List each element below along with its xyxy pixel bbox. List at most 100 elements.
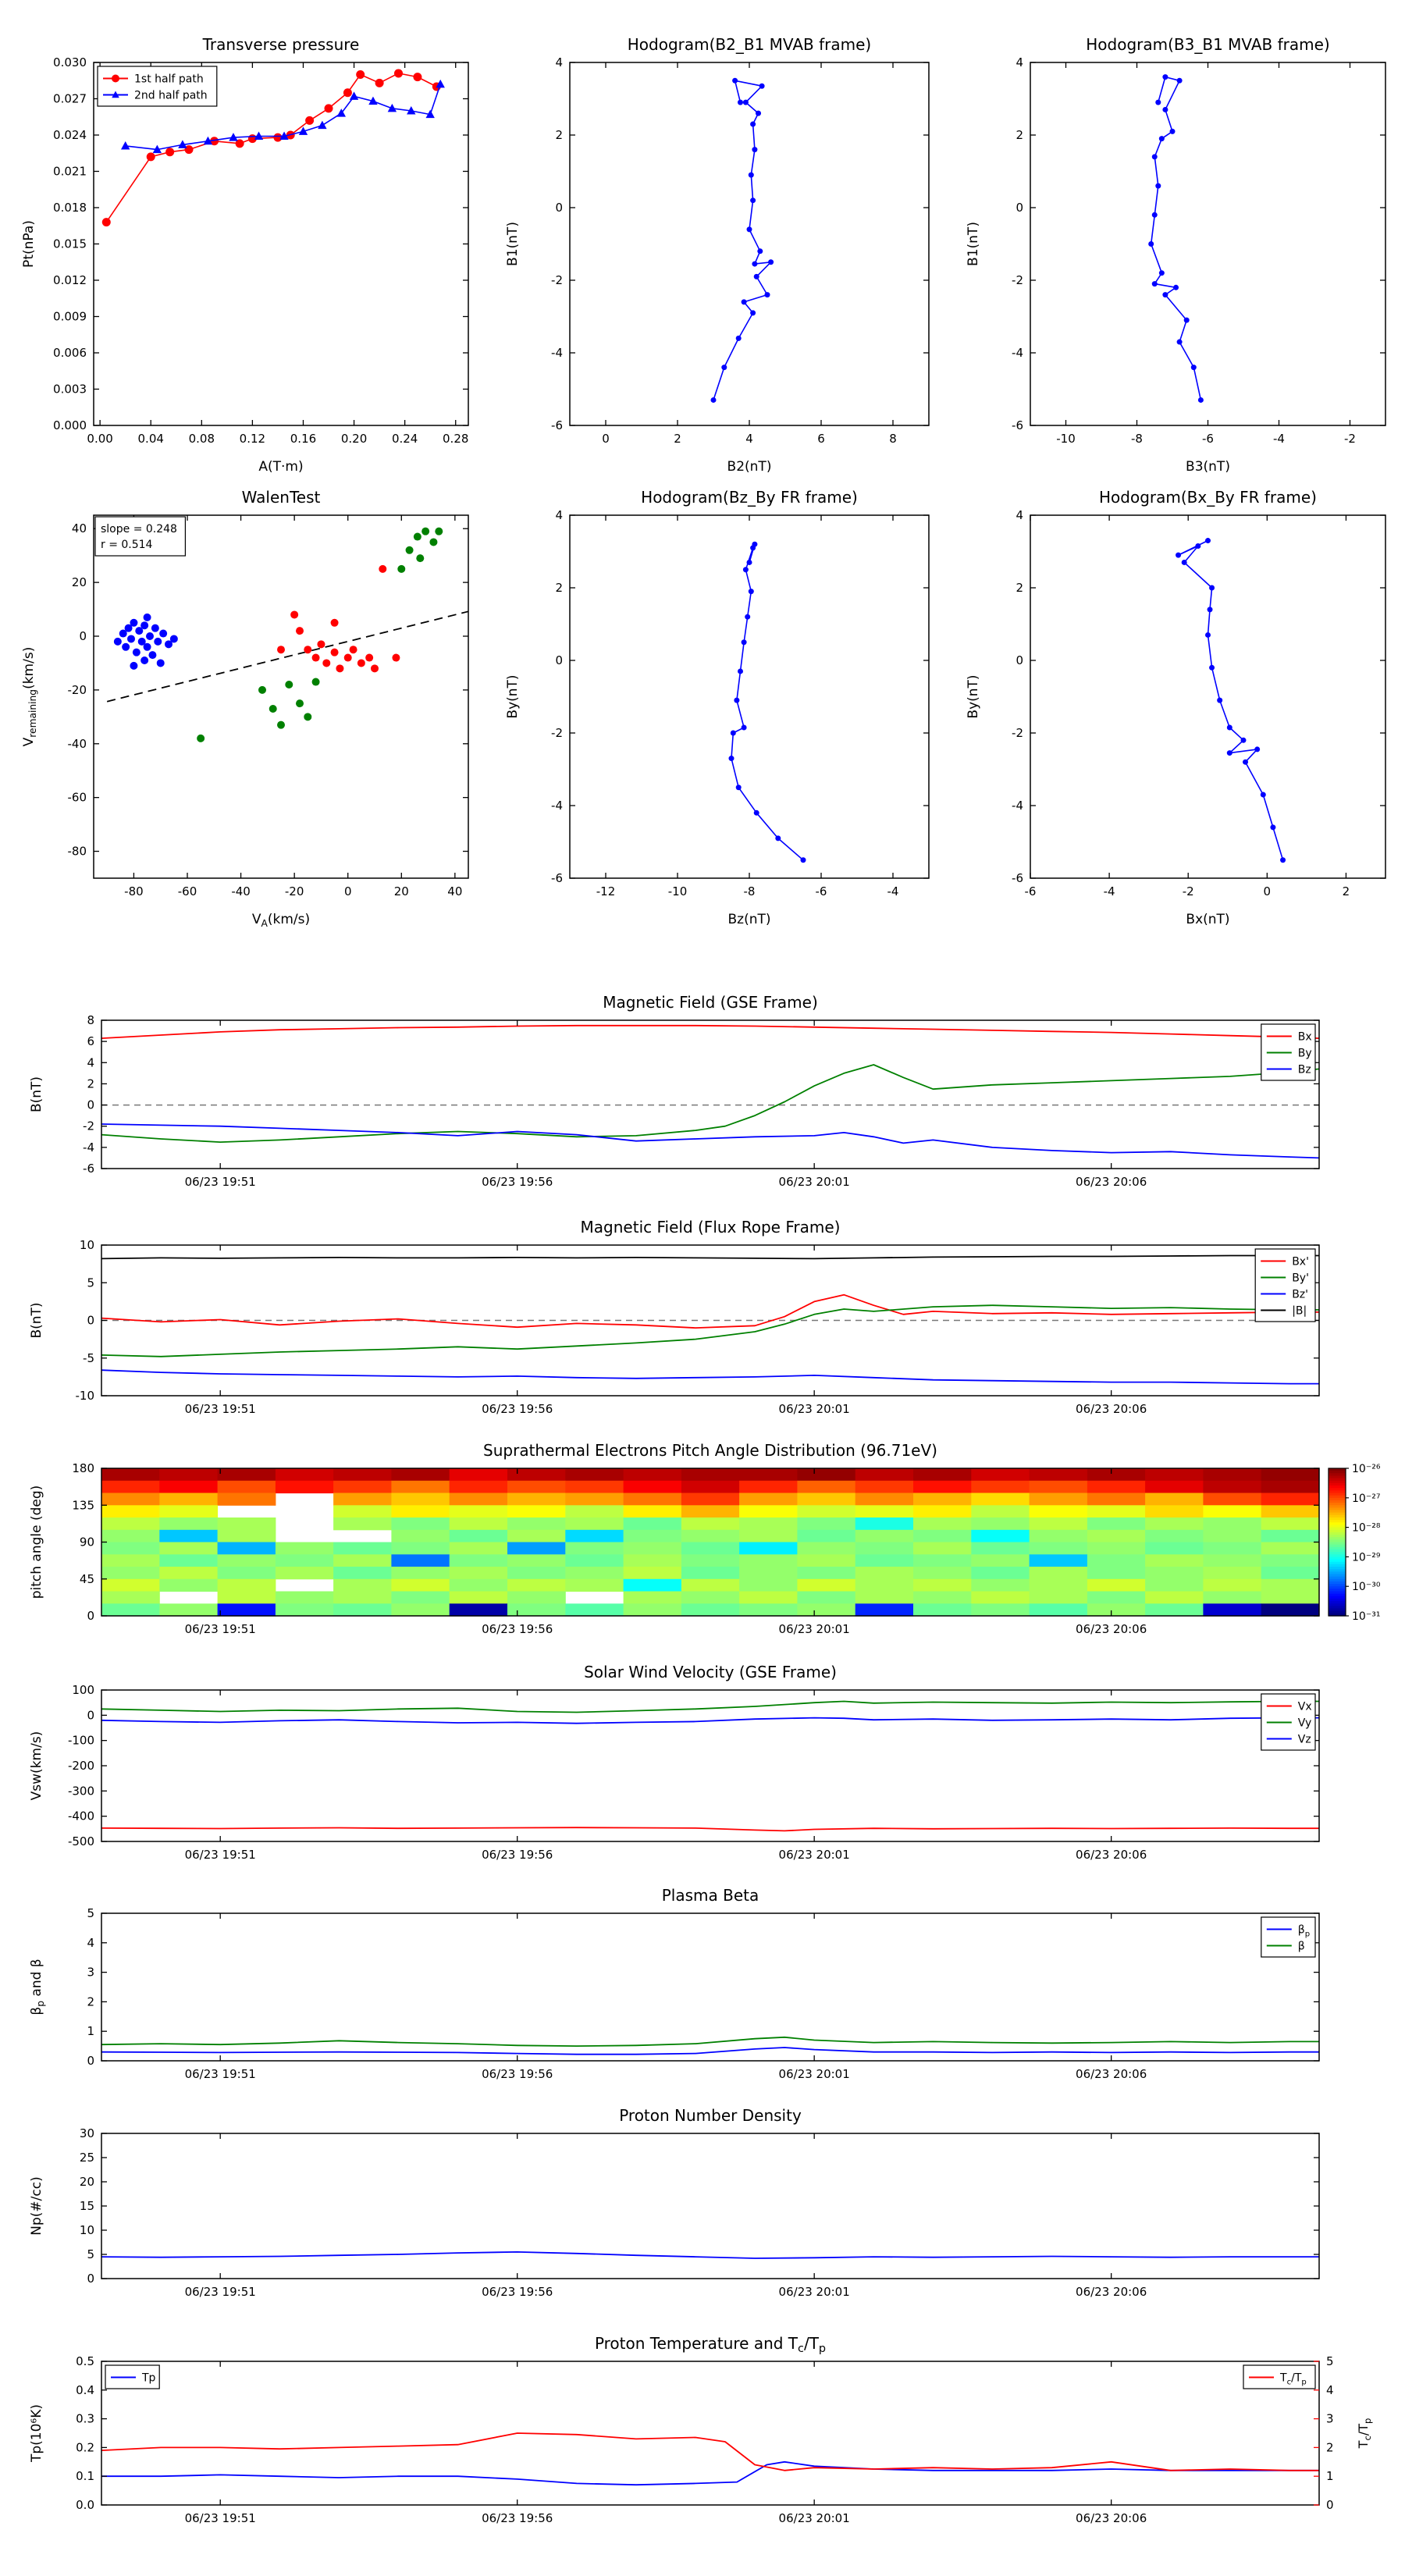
series-by- [101, 1304, 1319, 1357]
y-axis-label: By(nT) [505, 674, 521, 718]
x-tick-label: 0.08 [189, 432, 215, 446]
panel-magnetic-field-fr: 06/23 19:51 06/23 19:56 06/23 20:01 06/23 2… [23, 1210, 1397, 1432]
x-tick-label: 0.04 [138, 432, 164, 446]
plot-title: WalenTest [242, 488, 321, 507]
circle-marker [317, 640, 325, 649]
legend: Bx' By' Bz' |B| [1254, 1248, 1316, 1322]
colorbar-tick-label: 10⁻²⁸ [1352, 1522, 1381, 1535]
x-tick-label: 06/23 19:51 [185, 1848, 256, 1862]
series-bx- [101, 1293, 1319, 1329]
x-tick-label: -2 [1344, 432, 1356, 446]
solar-wind-velocity-chart: 06/23 19:51 06/23 19:56 06/23 20:01 06/23 2… [29, 1663, 1320, 1862]
panel-solar-wind-velocity: 06/23 19:51 06/23 19:56 06/23 20:01 06/23 2… [23, 1655, 1397, 1877]
plot-title: Hodogram(Bz_By FR frame) [641, 488, 858, 507]
series-tc-tp [101, 2432, 1319, 2471]
colorbar-tick-label: 10⁻²⁷ [1352, 1493, 1380, 1505]
y-tick-label: -2 [551, 273, 563, 287]
x-tick-label: -4 [1104, 884, 1115, 898]
y-tick-label: 40 [72, 521, 87, 535]
x-tick-label: 20 [394, 884, 409, 898]
annotation-line: slope = 0.248 [101, 523, 177, 535]
y-tick-label: 5 [87, 2247, 94, 2261]
circle-marker [1151, 154, 1158, 160]
circle-marker [741, 639, 747, 646]
x-tick-label: 06/23 20:01 [779, 2285, 850, 2299]
y-tick-label: 8 [87, 1013, 94, 1027]
x-tick-label: 06/23 19:51 [185, 2511, 256, 2525]
axes-frame [101, 1689, 1320, 1842]
series-bx-by-path [1176, 538, 1286, 863]
circle-marker [429, 538, 438, 546]
x-tick-label: -6 [816, 884, 827, 898]
triangle-marker [387, 103, 397, 112]
y-tick-label: -300 [68, 1784, 94, 1798]
circle-marker [756, 110, 761, 116]
panel-plasma-beta: 06/23 19:51 06/23 19:56 06/23 20:01 06/23 2… [23, 1878, 1397, 2098]
circle-marker [119, 629, 127, 638]
x-tick-label: 0.00 [87, 432, 112, 446]
circle-marker [1197, 397, 1204, 403]
x-tick-label: 0.12 [240, 432, 265, 446]
axis-ticks: 0.00 0.04 0.08 0.12 0.16 0.20 0.24 0.28 0.000 0.0… [53, 55, 468, 446]
circle-marker [397, 564, 406, 573]
x-tick-label: 06/23 20:06 [1076, 2285, 1147, 2299]
circle-marker [1195, 543, 1201, 550]
x-tick-label: 06/23 19:56 [482, 1175, 553, 1189]
y-tick-label: 0 [1016, 201, 1023, 215]
circle-marker [741, 724, 747, 731]
circle-marker [197, 734, 205, 742]
y2-tick-label: 1 [1326, 2469, 1334, 2483]
circle-marker [1155, 99, 1161, 105]
colorbar-tick-label: 10⁻³¹ [1352, 1610, 1380, 1623]
triangle-marker [318, 120, 327, 130]
y-tick-label: 4 [555, 508, 563, 522]
circle-marker [800, 857, 806, 863]
y-tick-label: 30 [80, 2126, 94, 2140]
circle-marker [750, 310, 756, 316]
legend-label: Vy [1298, 1717, 1312, 1730]
circle-marker [1158, 136, 1165, 142]
x-tick-label: 06/23 20:06 [1076, 2511, 1147, 2525]
y-tick-label: -6 [1012, 871, 1023, 885]
x-tick-label: -6 [1202, 432, 1214, 446]
y-tick-label: 2 [555, 128, 563, 142]
legend-label: Tc/Tp [1279, 2372, 1307, 2387]
y-tick-label: -2 [83, 1119, 94, 1133]
x-tick-label: 0.16 [290, 432, 316, 446]
circle-marker [1254, 746, 1261, 753]
circle-marker [130, 618, 138, 627]
y-tick-label: 0.5 [76, 2354, 94, 2368]
x-tick-label: 40 [447, 884, 462, 898]
circle-marker [296, 699, 304, 708]
circle-marker [143, 642, 151, 651]
x-tick-label: 0.20 [341, 432, 367, 446]
y-tick-label: 0.000 [53, 418, 87, 432]
legend-label: Bz' [1292, 1289, 1308, 1301]
y-tick-label: 0.009 [53, 310, 87, 324]
series-1st-half-path [101, 69, 441, 227]
y-tick-label: 45 [80, 1572, 94, 1586]
x-tick-label: 06/23 20:01 [779, 2511, 850, 2525]
y-tick-label: 10 [80, 1238, 94, 1252]
circle-marker [146, 152, 155, 162]
circle-marker [732, 77, 738, 84]
circle-marker [285, 681, 293, 688]
x-tick-label: -8 [1131, 432, 1143, 446]
circle-marker [757, 248, 763, 254]
y-tick-label: 0.012 [53, 273, 87, 287]
circle-marker [1162, 74, 1168, 80]
panel-electron-pad: 06/23 19:51 06/23 19:56 06/23 20:01 06/23 2… [23, 1433, 1397, 1653]
axes-frame [101, 1244, 1320, 1397]
triangle-marker [203, 136, 213, 145]
x-axis-label: A(T·m) [258, 459, 303, 475]
circle-marker [422, 527, 430, 535]
legend-label: |B| [1292, 1305, 1307, 1318]
circle-marker [1209, 585, 1215, 591]
circle-marker [738, 99, 743, 105]
y-tick-label: 0.015 [53, 237, 87, 251]
series--b- [101, 1254, 1319, 1260]
y-tick-label: 0.024 [53, 128, 87, 142]
circle-marker [349, 646, 357, 654]
x-axis-label: Bx(nT) [1186, 912, 1229, 927]
panel-proton-density: 06/23 19:51 06/23 19:56 06/23 20:01 06/23 2… [23, 2098, 1397, 2315]
